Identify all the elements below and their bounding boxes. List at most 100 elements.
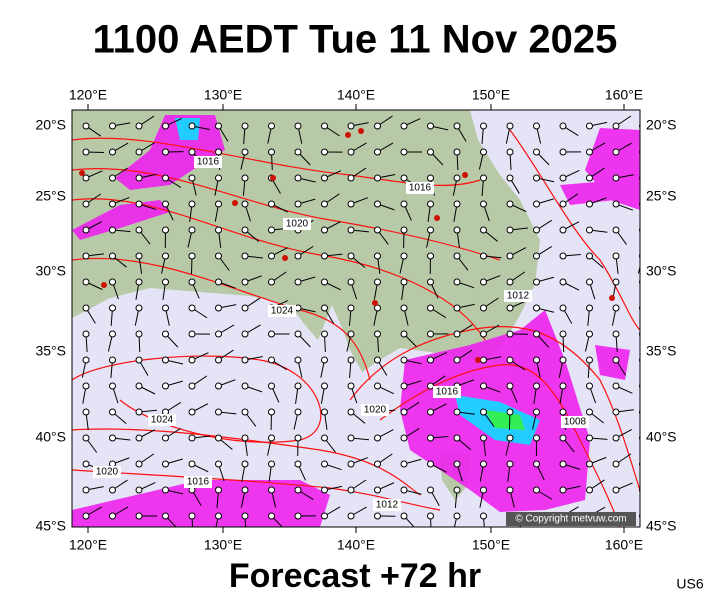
- barb-station: [481, 357, 487, 363]
- barb-station: [560, 357, 566, 363]
- barb-station: [401, 383, 407, 389]
- barb-station: [534, 149, 540, 155]
- barb-station: [428, 253, 434, 259]
- barb-station: [110, 383, 116, 389]
- barb-station: [242, 227, 248, 233]
- barb-station: [163, 461, 169, 467]
- barb-station: [295, 279, 301, 285]
- barb-station: [428, 227, 434, 233]
- barb-station: [83, 513, 89, 519]
- barb-station: [534, 331, 540, 337]
- barb-station: [613, 279, 619, 285]
- barb-station: [242, 123, 248, 129]
- barb-station: [454, 305, 460, 311]
- barb-station: [83, 409, 89, 415]
- map-area: 1016101610201024101210161020102410201016…: [72, 110, 660, 534]
- barb-station: [136, 383, 142, 389]
- barb-station: [295, 357, 301, 363]
- barb-station: [560, 253, 566, 259]
- barb-station: [587, 123, 593, 129]
- barb-station: [534, 175, 540, 181]
- barb-station: [216, 357, 222, 363]
- barb-station: [481, 331, 487, 337]
- barb-station: [295, 201, 301, 207]
- barb-station: [481, 253, 487, 259]
- barb-station: [269, 461, 275, 467]
- barb-station: [242, 279, 248, 285]
- barb-station: [322, 227, 328, 233]
- barb: [643, 402, 658, 412]
- barb-station: [348, 149, 354, 155]
- barb-station: [587, 201, 593, 207]
- barb-station: [587, 487, 593, 493]
- barb-station: [322, 253, 328, 259]
- barb-station: [136, 487, 142, 493]
- barb-station: [216, 435, 222, 441]
- isobar-label: 1016: [409, 183, 432, 194]
- barb-station: [375, 201, 381, 207]
- barb-station: [295, 435, 301, 441]
- barb-station: [613, 461, 619, 467]
- barb-station: [322, 305, 328, 311]
- isobar-label: 1020: [364, 405, 387, 416]
- barb-station: [242, 487, 248, 493]
- barb-station: [560, 279, 566, 285]
- barb-station: [507, 201, 513, 207]
- barb-station: [322, 175, 328, 181]
- barb-station: [481, 227, 487, 233]
- barb-station: [348, 435, 354, 441]
- barb-station: [348, 253, 354, 259]
- barb-station: [269, 409, 275, 415]
- barb-station: [534, 487, 540, 493]
- barb-station: [189, 331, 195, 337]
- barb-station: [216, 227, 222, 233]
- barb-station: [348, 305, 354, 311]
- barb-station: [83, 253, 89, 259]
- barb-station: [110, 513, 116, 519]
- barb-station: [401, 279, 407, 285]
- barb-station: [534, 279, 540, 285]
- barb-station: [322, 279, 328, 285]
- barb-station: [295, 123, 301, 129]
- barb-station: [322, 409, 328, 415]
- barb-station: [110, 305, 116, 311]
- barb-station: [269, 149, 275, 155]
- barb-station: [163, 487, 169, 493]
- barb-station: [83, 149, 89, 155]
- barb-station: [216, 383, 222, 389]
- barb-station: [83, 305, 89, 311]
- barb-station: [481, 201, 487, 207]
- barb-station: [454, 253, 460, 259]
- barb-station: [560, 305, 566, 311]
- barb-station: [242, 201, 248, 207]
- barb-station: [216, 279, 222, 285]
- barb-station: [269, 279, 275, 285]
- barb-station: [428, 487, 434, 493]
- barb-station: [322, 435, 328, 441]
- barb-station: [83, 123, 89, 129]
- barb-station: [136, 253, 142, 259]
- barb-station: [613, 227, 619, 233]
- barb: [643, 459, 660, 464]
- barb-station: [110, 487, 116, 493]
- lat-label: 40°S: [646, 429, 677, 445]
- barb-station: [560, 175, 566, 181]
- barb-station: [348, 487, 354, 493]
- barb-station: [534, 461, 540, 467]
- barb-station: [348, 357, 354, 363]
- barb-station: [163, 253, 169, 259]
- barb-station: [454, 461, 460, 467]
- barb-station: [481, 305, 487, 311]
- barb-station: [375, 383, 381, 389]
- barb-station: [401, 227, 407, 233]
- barb-station: [375, 175, 381, 181]
- isobar-label: 1016: [436, 387, 459, 398]
- barb-station: [269, 357, 275, 363]
- barb-station: [507, 227, 513, 233]
- lat-label: 30°S: [35, 263, 66, 279]
- barb-station: [322, 487, 328, 493]
- barb-station: [587, 357, 593, 363]
- lon-label: 160°E: [605, 87, 643, 103]
- barb-station: [613, 175, 619, 181]
- barb-station: [269, 253, 275, 259]
